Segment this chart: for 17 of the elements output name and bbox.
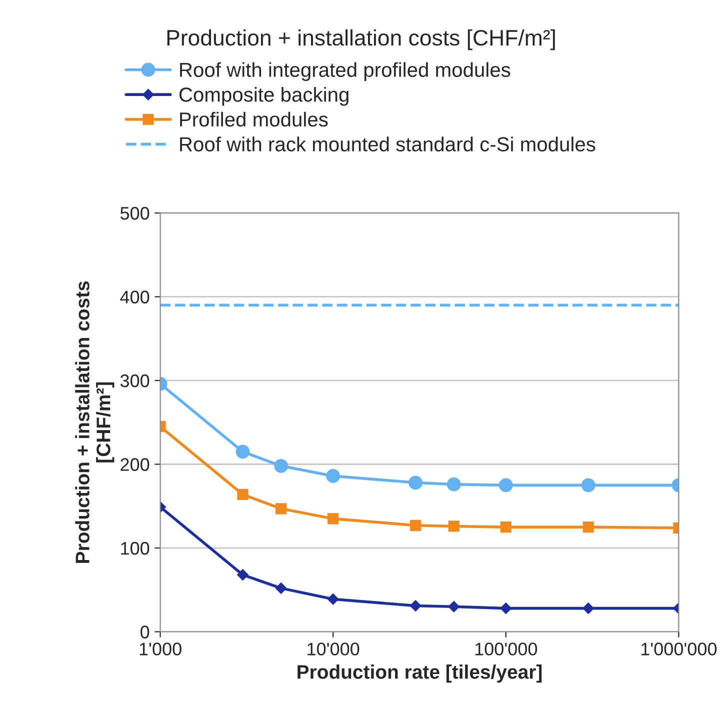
legend-label: Composite backing bbox=[179, 87, 348, 106]
x-tick-label: 1'000'000 bbox=[641, 642, 717, 656]
y-tick-label: 100 bbox=[121, 542, 150, 555]
x-tick-label: 1'000 bbox=[140, 642, 182, 656]
legend-label: Roof with rack mounted standard c-Si modules bbox=[180, 136, 596, 152]
y-tick-label: 0 bbox=[140, 626, 150, 638]
legend-label: Roof with integrated profiled modules bbox=[180, 62, 510, 81]
x-tick-label: 100'000 bbox=[475, 642, 538, 656]
chart-title: Production + installation costs [CHF/m²] bbox=[167, 29, 555, 50]
x-tick-label: 10'000 bbox=[308, 642, 360, 656]
y-tick-label: 400 bbox=[120, 290, 150, 304]
y-tick-label: 500 bbox=[120, 206, 150, 220]
y-tick-label: 200 bbox=[120, 458, 150, 471]
legend-label: Profiled modules bbox=[180, 112, 328, 127]
y-tick-label: 300 bbox=[120, 374, 150, 388]
y-axis-title: Production + installation costs [CHF/m²] bbox=[75, 281, 114, 563]
x-axis-title: Production rate [tiles/year] bbox=[298, 664, 542, 683]
